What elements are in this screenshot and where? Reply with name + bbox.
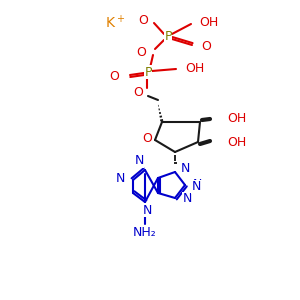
Text: N: N bbox=[181, 163, 190, 176]
Text: OH: OH bbox=[185, 61, 204, 74]
Text: OH: OH bbox=[227, 136, 246, 148]
Text: O: O bbox=[133, 85, 143, 98]
Text: O: O bbox=[142, 133, 152, 146]
Text: N: N bbox=[193, 178, 202, 191]
Text: N: N bbox=[183, 193, 192, 206]
Text: OH: OH bbox=[227, 112, 246, 124]
Text: O: O bbox=[136, 46, 146, 59]
Text: N: N bbox=[192, 181, 201, 194]
Text: NH₂: NH₂ bbox=[133, 226, 157, 238]
Text: K$^+$: K$^+$ bbox=[105, 14, 125, 32]
Text: N: N bbox=[142, 203, 152, 217]
Text: P: P bbox=[144, 65, 152, 79]
Text: P: P bbox=[164, 31, 172, 44]
Text: N: N bbox=[134, 154, 144, 167]
Text: O: O bbox=[109, 70, 119, 83]
Text: O: O bbox=[138, 14, 148, 28]
Text: N: N bbox=[140, 203, 150, 217]
Text: N: N bbox=[116, 172, 125, 184]
Text: N: N bbox=[116, 173, 125, 187]
Text: OH: OH bbox=[199, 16, 218, 28]
Text: O: O bbox=[201, 40, 211, 53]
